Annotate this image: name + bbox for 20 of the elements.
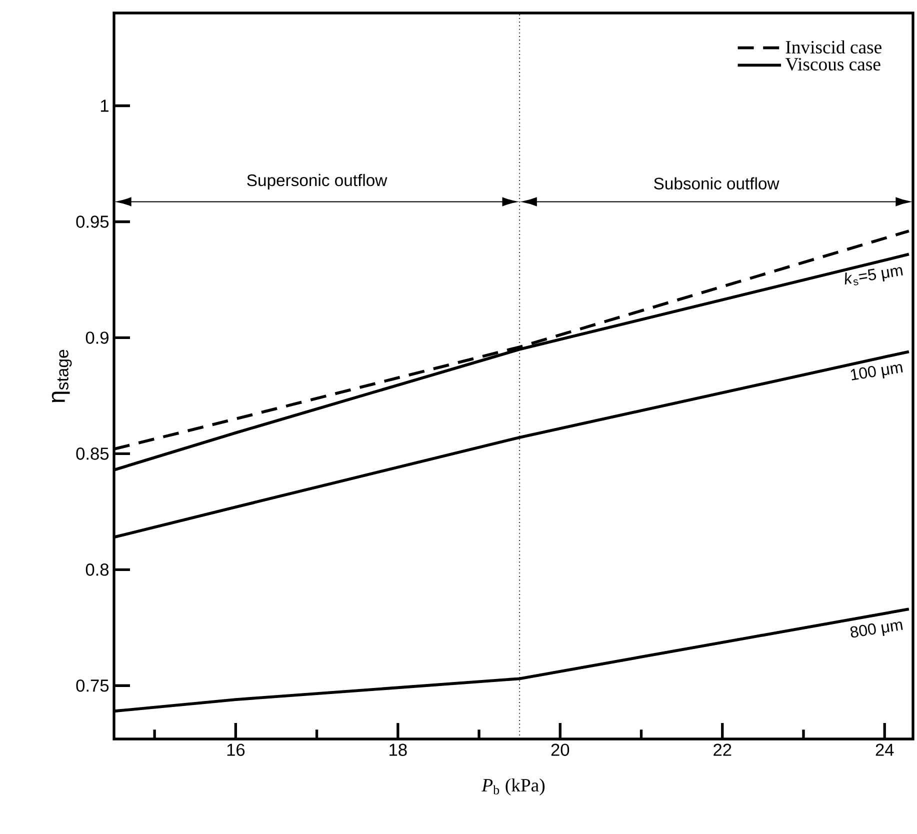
y-tick-label: 0.85: [76, 448, 109, 460]
y-axis-title: η$_{stage}$: [52, 350, 72, 402]
annotation: 100 μm: [850, 364, 903, 380]
y-tick-label: 0.75: [76, 679, 109, 692]
annotation: 800 μm: [850, 622, 903, 638]
annotation: k$_{s}$=5 μm: [844, 267, 903, 286]
y-tick-label: 0.95: [76, 216, 109, 228]
legend-label: Viscous case: [785, 58, 880, 71]
x-tick-label: 24: [876, 744, 894, 756]
annotation: Subsonic outflow: [654, 177, 780, 190]
x-tick-label: 22: [714, 744, 732, 756]
y-tick-label: 0.8: [86, 564, 109, 576]
x-tick-label: 18: [390, 744, 407, 756]
y-tick-label: 1: [100, 100, 108, 112]
x-axis-title: P$_{b}$ (kPa): [482, 778, 545, 796]
annotation: Supersonic outflow: [247, 174, 388, 190]
y-tick-label: 0.9: [86, 332, 108, 344]
x-tick-label: 20: [551, 744, 570, 756]
x-tick-label: 16: [227, 744, 245, 756]
legend-label: Inviscid case: [786, 40, 882, 54]
